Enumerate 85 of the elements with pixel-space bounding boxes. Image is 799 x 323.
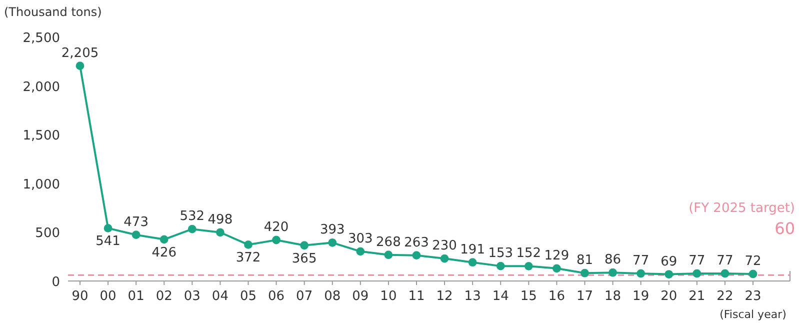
point xyxy=(384,250,393,260)
point xyxy=(440,254,449,263)
x-tick-label: 09 xyxy=(352,289,369,304)
text: 72 xyxy=(744,254,762,269)
x-tick-label: 01 xyxy=(128,289,144,304)
x-tick-label: 90 xyxy=(72,289,88,304)
x-tick-label: 19 xyxy=(632,289,650,304)
text: 532 xyxy=(180,209,205,224)
point xyxy=(412,251,421,260)
point xyxy=(300,241,309,250)
text: 393 xyxy=(320,222,345,238)
text: 191 xyxy=(460,242,485,258)
text: 498 xyxy=(208,212,233,228)
x-tick-label: 14 xyxy=(492,289,509,304)
x-tick-label: 06 xyxy=(268,289,285,304)
point xyxy=(496,262,505,270)
point xyxy=(720,269,730,278)
point xyxy=(356,247,365,256)
point xyxy=(104,224,112,232)
y-axis-title: (Thousand tons) xyxy=(4,5,102,19)
x-tick-label: 20 xyxy=(660,289,678,304)
text: 426 xyxy=(152,245,177,260)
text: 2,205 xyxy=(61,46,99,61)
text: 77 xyxy=(688,253,706,268)
text: 81 xyxy=(576,253,594,268)
x-tick-label: 00 xyxy=(100,289,116,304)
point xyxy=(608,268,617,277)
point xyxy=(132,230,140,240)
point xyxy=(692,269,702,278)
y-tick-label: 1,500 xyxy=(22,128,60,144)
text: 77 xyxy=(716,253,734,268)
x-axis-title: (Fiscal year) xyxy=(720,308,786,321)
x-tick-label: 10 xyxy=(380,289,397,304)
text: 268 xyxy=(376,234,401,250)
x-tick-label: 22 xyxy=(716,289,734,304)
y-tick-label: 500 xyxy=(35,226,60,242)
y-tick-label: 2,500 xyxy=(22,31,60,46)
x-tick-label: 07 xyxy=(296,289,313,304)
x-tick-label: 16 xyxy=(548,289,565,304)
point xyxy=(272,236,280,244)
text: 420 xyxy=(264,220,289,236)
y-tick-label: 1,000 xyxy=(22,177,60,192)
point xyxy=(328,238,337,247)
point xyxy=(664,270,674,278)
point xyxy=(244,240,252,249)
x-tick-label: 21 xyxy=(688,289,706,304)
text: 153 xyxy=(488,246,514,262)
point xyxy=(636,269,646,278)
x-tick-label: 23 xyxy=(744,289,762,304)
text: 69 xyxy=(660,254,678,270)
x-tick-label: 18 xyxy=(604,289,622,304)
point xyxy=(748,270,758,278)
x-tick-label: 03 xyxy=(184,289,200,304)
text: 372 xyxy=(236,250,261,266)
text: 129 xyxy=(544,248,570,264)
text: 263 xyxy=(404,235,429,250)
text: 86 xyxy=(604,252,622,268)
text: 152 xyxy=(516,246,542,262)
y-tick-label: 2,000 xyxy=(22,80,60,95)
text: 303 xyxy=(348,231,373,246)
text: 77 xyxy=(632,253,650,268)
x-tick-label: 11 xyxy=(408,289,425,304)
point xyxy=(552,264,561,273)
point xyxy=(188,224,196,234)
y-tick-label: 0 xyxy=(52,275,60,290)
text: 230 xyxy=(432,238,457,254)
x-tick-label: 02 xyxy=(156,289,172,304)
x-tick-label: 15 xyxy=(520,289,537,304)
point xyxy=(160,235,168,244)
x-tick-label: 08 xyxy=(324,289,341,304)
text: 365 xyxy=(292,251,317,266)
point xyxy=(580,268,589,278)
x-tick-label: 04 xyxy=(212,289,228,304)
point xyxy=(216,228,224,237)
x-tick-label: 05 xyxy=(240,289,257,304)
x-tick-label: 13 xyxy=(464,289,481,304)
text: 473 xyxy=(124,214,148,230)
x-tick-label: 17 xyxy=(576,289,594,304)
x-tick-label: 12 xyxy=(436,289,453,304)
point xyxy=(76,62,84,70)
ref-line-label: (FY 2025 target) xyxy=(688,201,795,216)
point xyxy=(524,262,533,270)
text: 541 xyxy=(96,234,120,250)
point xyxy=(468,258,477,267)
annotation: 60 xyxy=(774,219,795,238)
